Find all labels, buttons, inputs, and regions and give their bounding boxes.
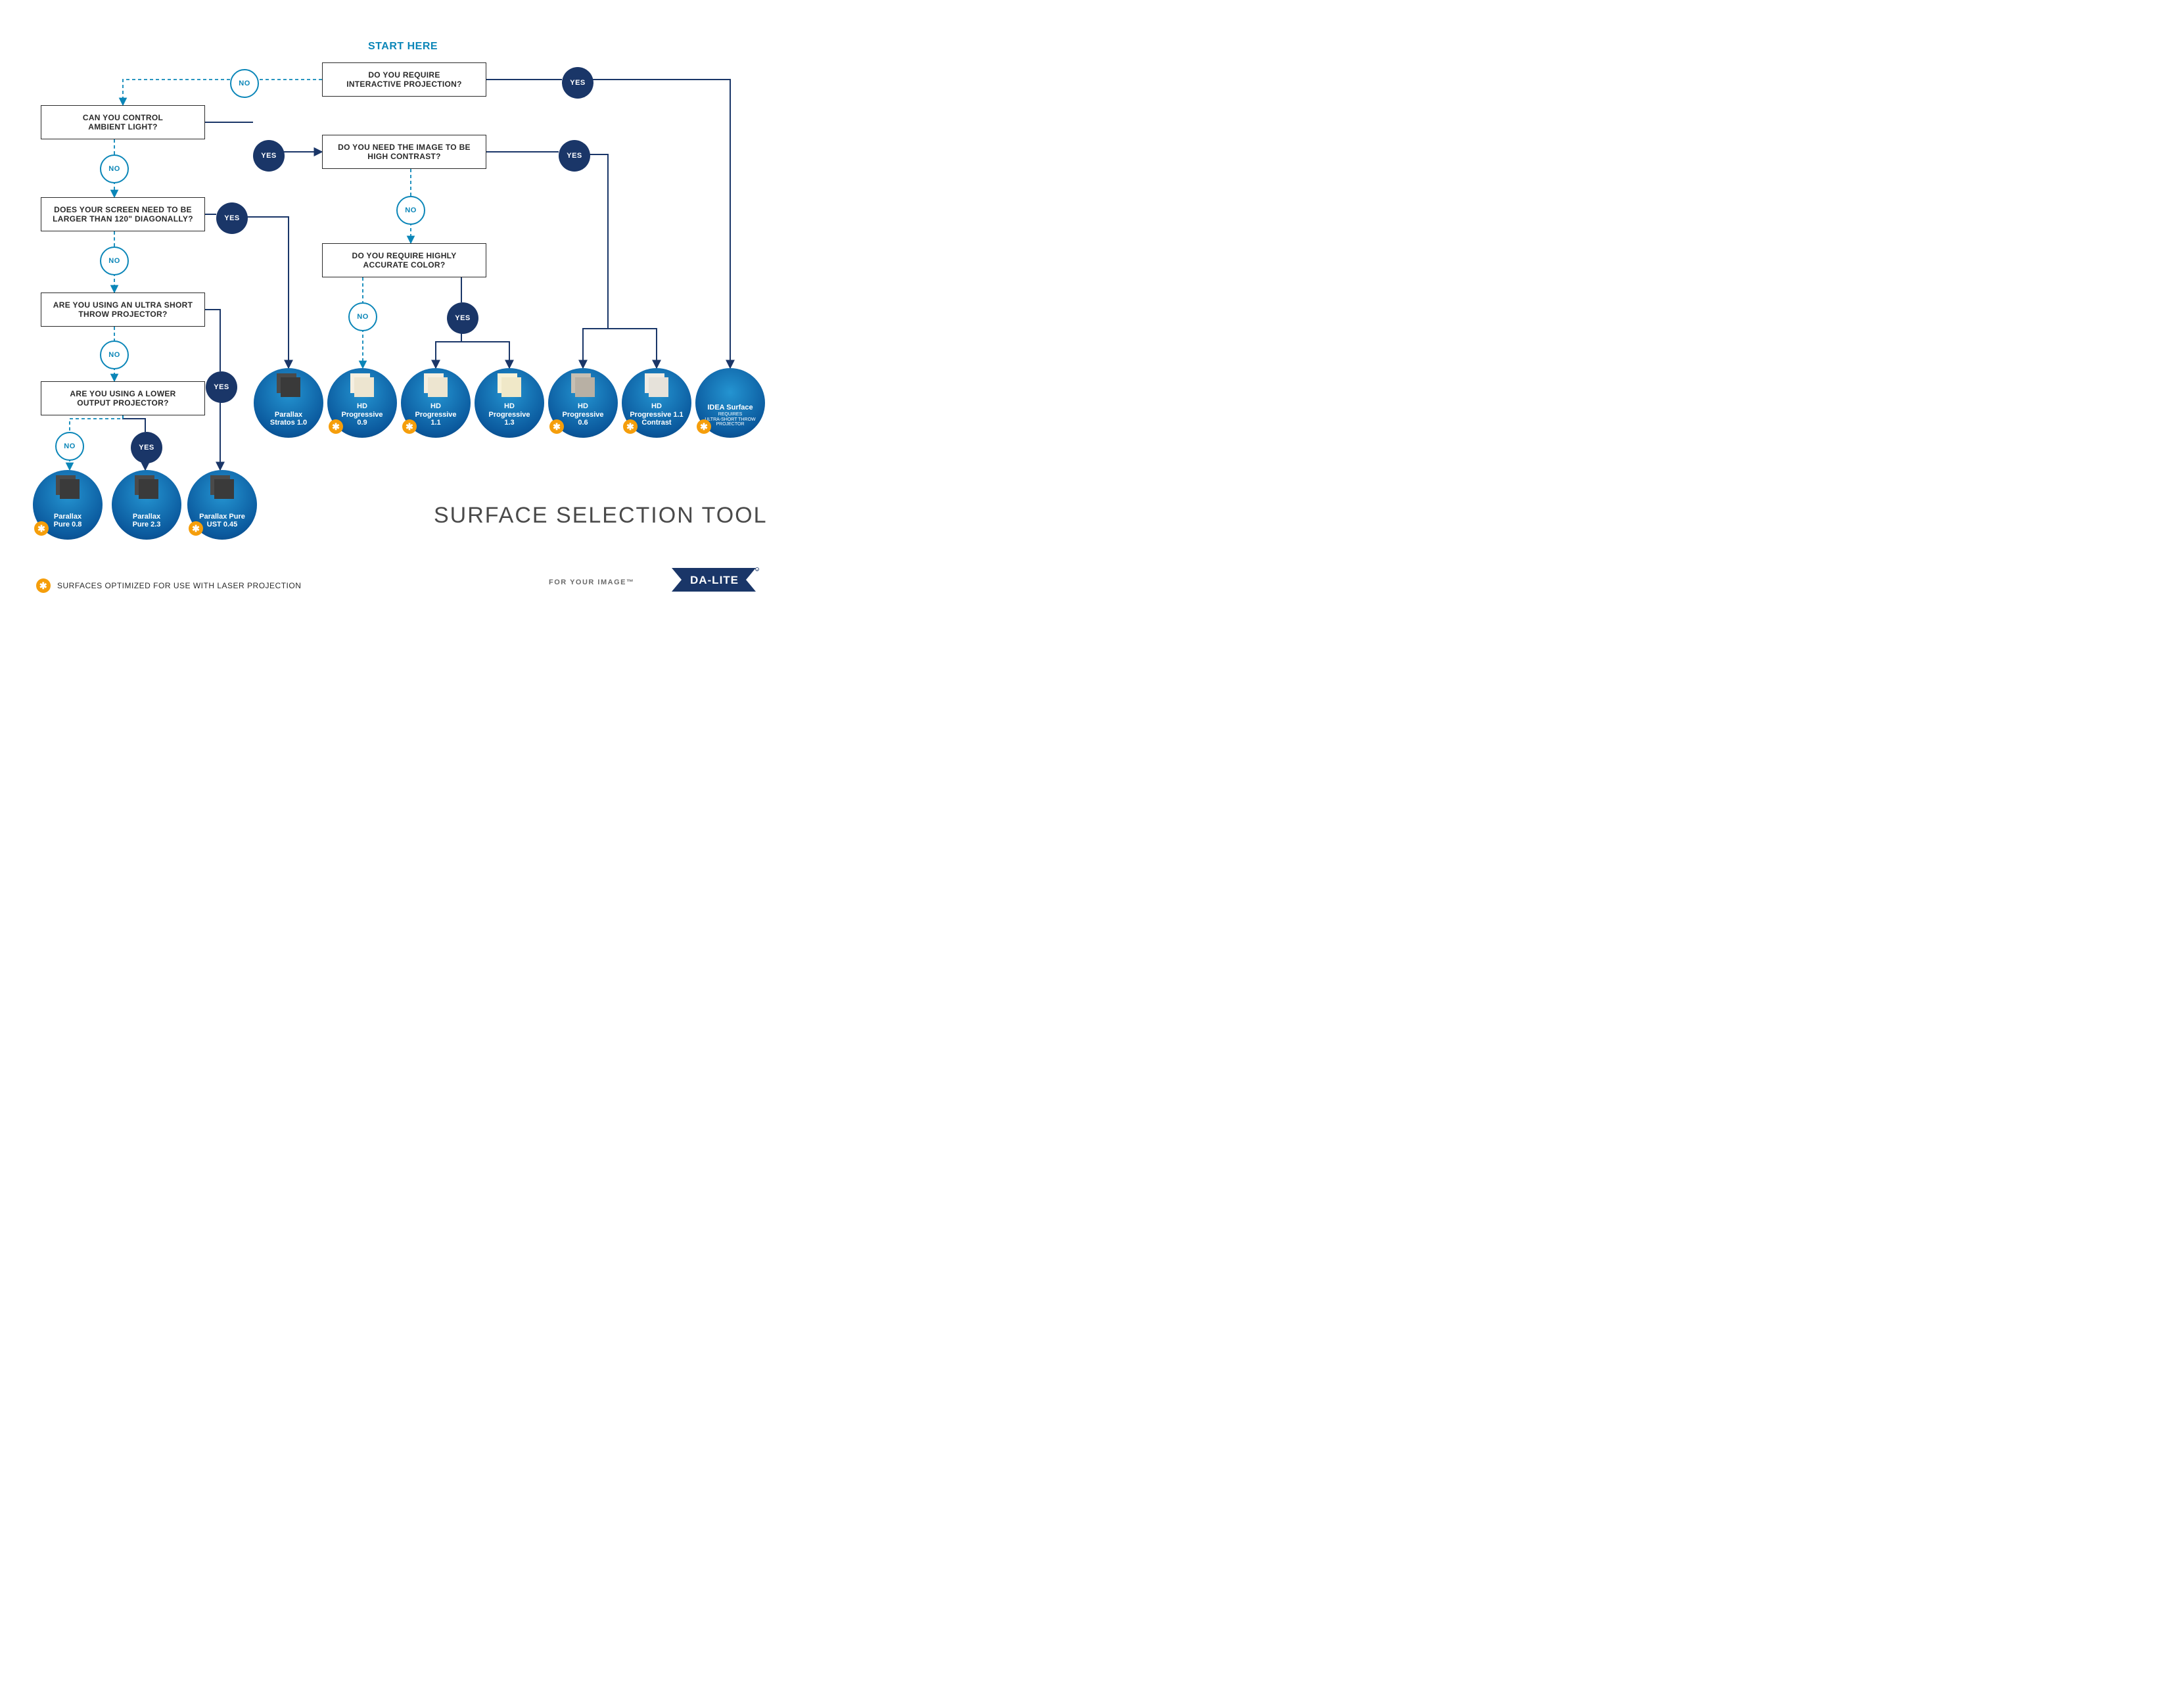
laser-badge-icon: ✱ — [34, 521, 49, 536]
answer-a_no_q5: NO — [348, 302, 377, 331]
laser-icon: ✱ — [36, 578, 51, 593]
product-name: Parallax PureUST 0.45 — [195, 513, 249, 529]
brand-logo: DA-LITE R — [670, 565, 759, 594]
swatch-icon — [210, 475, 234, 499]
product-name: ParallaxStratos 1.0 — [266, 411, 311, 427]
page-title: SURFACE SELECTION TOOL — [434, 503, 768, 528]
product-p4: ParallaxStratos 1.0 — [254, 368, 323, 438]
svg-text:DA-LITE: DA-LITE — [690, 574, 739, 586]
product-p6: HDProgressive1.1✱ — [401, 368, 471, 438]
answer-a_no_q3: NO — [396, 196, 425, 225]
answer-a_yes_q1: YES — [562, 67, 593, 99]
legend: ✱ SURFACES OPTIMIZED FOR USE WITH LASER … — [36, 578, 301, 593]
answer-a_yes_q3: YES — [559, 140, 590, 172]
product-name: HDProgressive1.3 — [485, 402, 534, 427]
swatch-icon — [645, 373, 668, 397]
question-ambient-light: CAN YOU CONTROLAMBIENT LIGHT? — [41, 105, 205, 139]
product-name: IDEA Surface — [703, 404, 756, 412]
tagline: FOR YOUR IMAGE™ — [549, 578, 634, 586]
product-name: ParallaxPure 2.3 — [129, 513, 165, 529]
product-p3: Parallax PureUST 0.45✱ — [187, 470, 257, 540]
answer-a_no_q7: NO — [55, 432, 84, 461]
answer-a_yes_q6: YES — [206, 371, 237, 403]
product-name: ParallaxPure 0.8 — [50, 513, 86, 529]
laser-badge-icon: ✱ — [549, 419, 564, 434]
laser-badge-icon: ✱ — [189, 521, 203, 536]
answer-a_yes_q7: YES — [131, 432, 162, 463]
question-screen-size: DOES YOUR SCREEN NEED TO BELARGER THAN 1… — [41, 197, 205, 231]
product-p8: HDProgressive0.6✱ — [548, 368, 618, 438]
answer-a_no_q4: NO — [100, 246, 129, 275]
answer-a_no_q1: NO — [230, 69, 259, 98]
answer-a_no_q6: NO — [100, 340, 129, 369]
laser-badge-icon: ✱ — [697, 419, 711, 434]
product-p5: HDProgressive0.9✱ — [327, 368, 397, 438]
product-p9: HDProgressive 1.1Contrast✱ — [622, 368, 691, 438]
product-name: HDProgressive1.1 — [411, 402, 461, 427]
question-ust-projector: ARE YOU USING AN ULTRA SHORTTHROW PROJEC… — [41, 293, 205, 327]
product-p7: HDProgressive1.3 — [475, 368, 544, 438]
question-accurate-color: DO YOU REQUIRE HIGHLYACCURATE COLOR? — [322, 243, 486, 277]
swatch-icon — [56, 475, 80, 499]
product-name: HDProgressive0.6 — [559, 402, 608, 427]
question-lower-output: ARE YOU USING A LOWEROUTPUT PROJECTOR? — [41, 381, 205, 415]
laser-badge-icon: ✱ — [402, 419, 417, 434]
product-name: HDProgressive0.9 — [338, 402, 387, 427]
answer-a_yes_q2: YES — [253, 140, 285, 172]
laser-badge-icon: ✱ — [623, 419, 638, 434]
swatch-icon — [498, 373, 521, 397]
product-p1: ParallaxPure 0.8✱ — [33, 470, 103, 540]
question-interactive-projection: DO YOU REQUIREINTERACTIVE PROJECTION? — [322, 62, 486, 97]
swatch-icon — [350, 373, 374, 397]
swatch-icon — [277, 373, 300, 397]
product-p10: IDEA SurfaceREQUIRESULTRA-SHORT THROWPRO… — [695, 368, 765, 438]
legend-text: SURFACES OPTIMIZED FOR USE WITH LASER PR… — [57, 581, 301, 590]
laser-badge-icon: ✱ — [329, 419, 343, 434]
swatch-icon — [135, 475, 158, 499]
start-label: START HERE — [368, 41, 438, 53]
question-high-contrast: DO YOU NEED THE IMAGE TO BEHIGH CONTRAST… — [322, 135, 486, 169]
product-p2: ParallaxPure 2.3 — [112, 470, 181, 540]
answer-a_yes_q5: YES — [447, 302, 478, 334]
answer-a_yes_q4: YES — [216, 202, 248, 234]
swatch-icon — [424, 373, 448, 397]
answer-a_no_q2: NO — [100, 154, 129, 183]
swatch-icon — [571, 373, 595, 397]
